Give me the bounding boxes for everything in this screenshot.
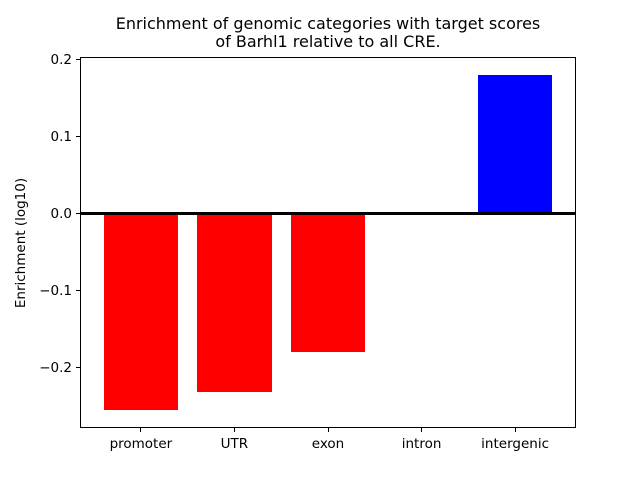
y-tick: [76, 367, 80, 369]
x-tick: [421, 428, 423, 432]
x-tick: [327, 428, 329, 432]
x-tick-label: intron: [401, 436, 442, 452]
x-tick: [233, 428, 235, 432]
y-tick-label: 0.0: [50, 205, 72, 222]
y-tick: [76, 213, 80, 215]
bar-intergenic: [477, 74, 553, 214]
bar-promoter: [103, 213, 179, 410]
bar-exon: [290, 213, 366, 353]
y-tick: [76, 136, 80, 138]
x-tick-label: promoter: [109, 436, 173, 452]
x-tick-label: intergenic: [481, 436, 549, 452]
chart-title-line1: Enrichment of genomic categories with ta…: [115, 14, 541, 33]
x-tick-label: exon: [311, 436, 345, 452]
y-tick-label: 0.1: [50, 128, 72, 145]
plot-area: [80, 57, 576, 428]
y-tick: [76, 290, 80, 292]
chart-title-line2: of Barhl1 relative to all CRE.: [215, 31, 441, 51]
zero-line: [81, 212, 575, 216]
chart-title: Enrichment of genomic categories with ta…: [68, 15, 588, 50]
y-tick: [76, 59, 80, 60]
x-tick: [140, 428, 142, 432]
y-tick-label: 0.2: [50, 51, 72, 68]
bar-UTR: [197, 213, 272, 393]
x-tick-label: UTR: [220, 436, 249, 452]
y-tick-label: −0.1: [39, 282, 72, 299]
x-tick: [514, 428, 516, 432]
y-tick-label: −0.2: [39, 359, 72, 376]
